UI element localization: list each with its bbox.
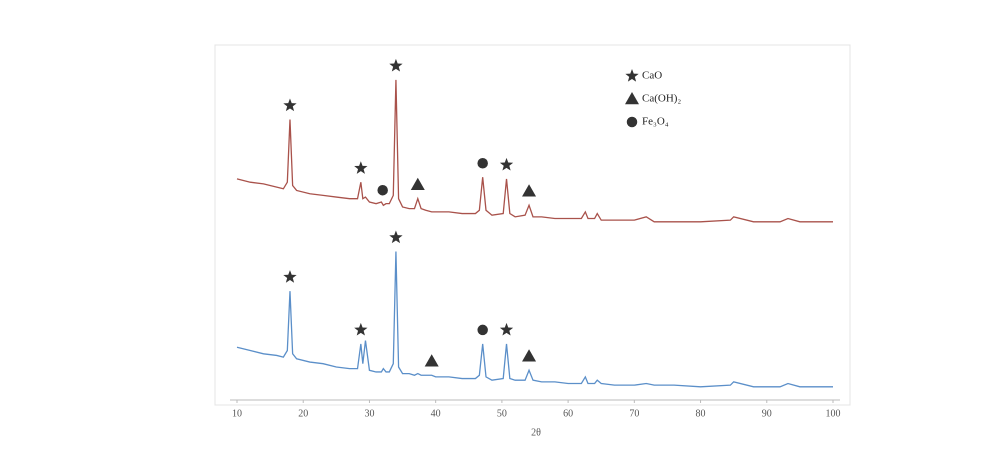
star-marker [389, 231, 402, 244]
circle-marker [627, 117, 638, 128]
star-marker [500, 158, 513, 171]
xrd-pattern [237, 252, 833, 387]
x-tick-label: 100 [826, 408, 841, 419]
star-marker [354, 323, 367, 336]
xrd-pattern [237, 80, 833, 222]
x-tick-label: 90 [762, 408, 772, 419]
x-axis-label: 2θ [531, 427, 541, 438]
x-tick-label: 70 [629, 408, 639, 419]
star-marker [625, 69, 638, 82]
x-tick-label: 10 [232, 408, 242, 419]
chart: 2θ 10 20 30 40 50 60 70 80 90 100 CaO Ca(OH)₂ Fe₃O₄ [0, 0, 992, 456]
star-marker [389, 59, 402, 72]
x-tick-label: 60 [563, 408, 573, 419]
x-tick-label: 40 [431, 408, 441, 419]
star-marker [283, 99, 296, 112]
triangle-marker [411, 178, 425, 190]
x-tick-label: 50 [497, 408, 507, 419]
plot-frame [215, 45, 850, 405]
triangle-marker [625, 92, 639, 104]
star-marker [283, 270, 296, 283]
x-tick-label: 20 [298, 408, 308, 419]
legend-label: Ca(OH)₂ [642, 93, 681, 105]
x-tick-label: 30 [364, 408, 374, 419]
triangle-marker [425, 354, 439, 366]
circle-marker [477, 325, 488, 336]
triangle-marker [522, 349, 536, 361]
legend-label: Fe₃O₄ [642, 116, 669, 128]
circle-marker [477, 158, 488, 169]
legend-label: CaO [642, 70, 662, 82]
star-marker [500, 323, 513, 336]
x-tick-label: 80 [696, 408, 706, 419]
star-marker [354, 161, 367, 174]
circle-marker [377, 185, 388, 196]
triangle-marker [522, 184, 536, 196]
